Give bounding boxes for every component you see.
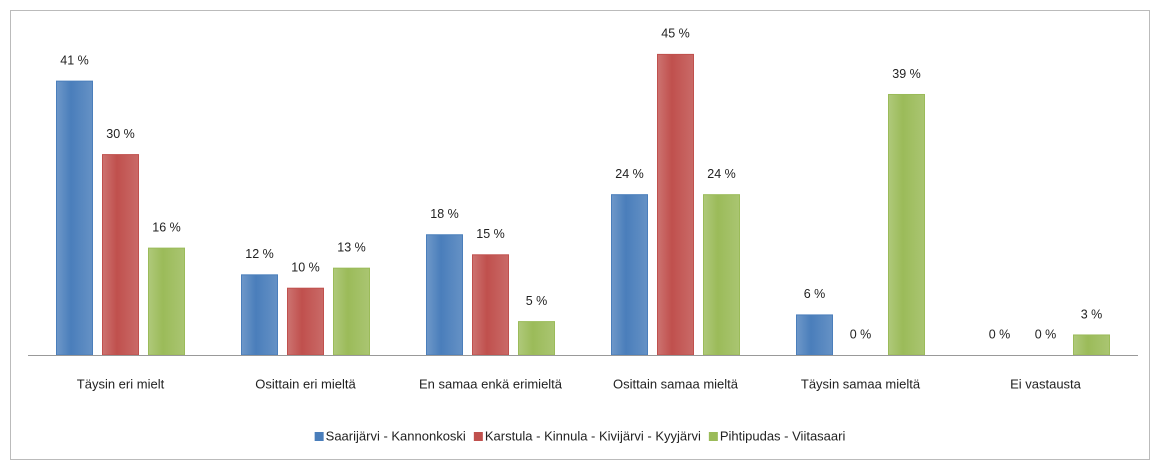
value-label: 0 % <box>989 327 1011 341</box>
bar <box>287 287 324 356</box>
bar <box>611 194 648 356</box>
bar <box>56 80 93 356</box>
bar <box>703 194 740 356</box>
value-label: 5 % <box>526 294 548 308</box>
legend-label: Karstula - Kinnula - Kivijärvi - Kyyjärv… <box>485 428 701 443</box>
bar <box>241 274 278 356</box>
value-label: 10 % <box>291 260 320 274</box>
chart-frame <box>10 10 1150 460</box>
x-tick-label: Täysin eri mielt <box>77 376 165 391</box>
bar <box>102 154 139 356</box>
value-label: 24 % <box>615 167 644 181</box>
legend-label: Pihtipudas - Viitasaari <box>720 428 846 443</box>
x-tick-label: En samaa enkä erimieltä <box>419 376 563 391</box>
value-label: 13 % <box>337 240 366 254</box>
bar <box>518 321 555 356</box>
x-tick-label: Ei vastausta <box>1010 376 1082 391</box>
value-label: 18 % <box>430 207 459 221</box>
bar <box>426 234 463 356</box>
bar <box>148 247 185 356</box>
value-label: 6 % <box>804 287 826 301</box>
bar <box>333 267 370 356</box>
value-label: 16 % <box>152 220 181 234</box>
bar <box>888 93 925 356</box>
bar <box>472 254 509 356</box>
legend: Saarijärvi - Kannonkoski Karstula - Kinnu… <box>314 428 846 443</box>
x-tick-label: Täysin samaa mieltä <box>801 376 921 391</box>
value-label: 41 % <box>60 53 89 67</box>
value-label: 30 % <box>106 127 135 141</box>
bar <box>796 314 833 356</box>
value-label: 12 % <box>245 247 274 261</box>
bar <box>1073 334 1110 356</box>
x-tick-label: Osittain eri mieltä <box>255 376 356 391</box>
value-label: 24 % <box>707 167 736 181</box>
legend-label: Saarijärvi - Kannonkoski <box>326 428 466 443</box>
legend-swatch <box>708 432 718 441</box>
value-label: 39 % <box>892 67 921 81</box>
legend-swatch <box>314 432 324 441</box>
value-label: 45 % <box>661 27 690 41</box>
value-label: 0 % <box>1035 327 1057 341</box>
value-label: 3 % <box>1081 307 1103 321</box>
value-label: 0 % <box>850 327 872 341</box>
legend-swatch <box>473 432 483 441</box>
x-tick-label: Osittain samaa mieltä <box>613 376 739 391</box>
bar <box>657 53 694 356</box>
value-label: 15 % <box>476 227 505 241</box>
